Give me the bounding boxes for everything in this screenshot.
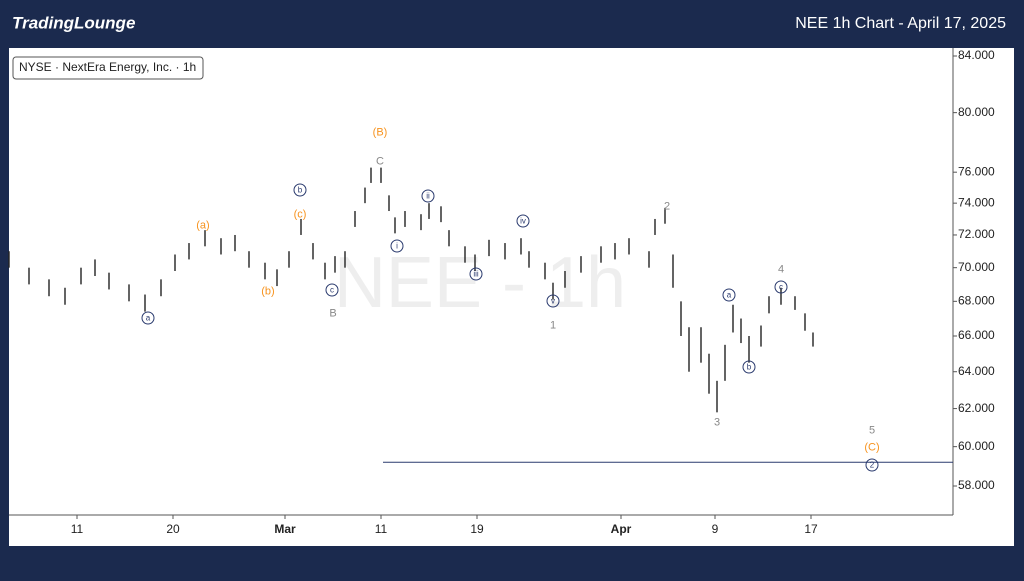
wave-label: b [298,186,303,195]
wave-label: 5 [869,424,875,436]
wave-label: (C) [864,441,879,453]
wave-label: iii [473,270,479,279]
watermark: NEE - 1h [334,243,626,323]
y-tick-label: 58.000 [958,478,995,492]
wave-label-circle [516,214,530,228]
wave-label: ii [426,192,430,201]
wave-label-circle [390,239,404,253]
x-tick-label: Mar [274,522,296,536]
wave-label: a [727,291,732,300]
y-tick-label: 70.000 [958,260,995,274]
wave-label-circle [421,189,435,203]
wave-label-circle [293,183,307,197]
x-tick-label: 11 [375,522,388,536]
wave-label: (B) [373,126,388,138]
y-tick-label: 64.000 [958,364,995,378]
x-tick-label: Apr [611,522,632,536]
wave-label-circle [865,458,879,472]
legend-box [12,56,204,80]
y-tick-label: 72.000 [958,227,995,241]
y-tick-label: 74.000 [958,195,995,209]
wave-label-circle [141,311,155,325]
wave-label: b [747,363,752,372]
wave-label: c [330,286,334,295]
wave-label-circle [469,267,483,281]
wave-label: 4 [778,263,784,275]
logo: TradingLounge [12,13,135,32]
wave-label: B [329,307,336,319]
wave-label-circle [325,283,339,297]
y-tick-label: 68.000 [958,294,995,308]
chart-area [9,48,1014,546]
wave-label: (a) [196,219,209,231]
wave-label: (c) [294,208,307,220]
wave-label: 3 [714,416,720,428]
wave-label: iv [520,217,526,226]
wave-label: (b) [261,285,274,297]
wave-label-circle [546,294,560,308]
x-tick-label: 20 [166,522,180,536]
wave-label: a [146,314,151,323]
wave-label: c [779,283,783,292]
wave-label: 2 [870,461,875,470]
y-tick-label: 76.000 [958,164,995,178]
x-tick-label: 9 [712,522,719,536]
wave-label: C [376,155,384,167]
x-tick-label: 19 [470,522,484,536]
legend-text: NYSE · NextEra Energy, Inc. · 1h [19,60,196,74]
wave-label-circle [722,288,736,302]
y-tick-label: 84.000 [958,48,995,62]
wave-label: i [396,242,398,251]
header-title: NEE 1h Chart - April 17, 2025 [795,15,1006,32]
wave-label: 1 [550,319,556,331]
wave-label-circle [742,360,756,374]
y-tick-label: 62.000 [958,401,995,415]
y-tick-label: 66.000 [958,328,995,342]
y-tick-label: 80.000 [958,105,995,119]
x-tick-label: 17 [804,522,818,536]
wave-label-circle [774,280,788,294]
wave-label: v [551,297,555,306]
wave-label: 2 [664,200,670,212]
x-tick-label: 11 [71,522,84,536]
y-tick-label: 60.000 [958,439,995,453]
